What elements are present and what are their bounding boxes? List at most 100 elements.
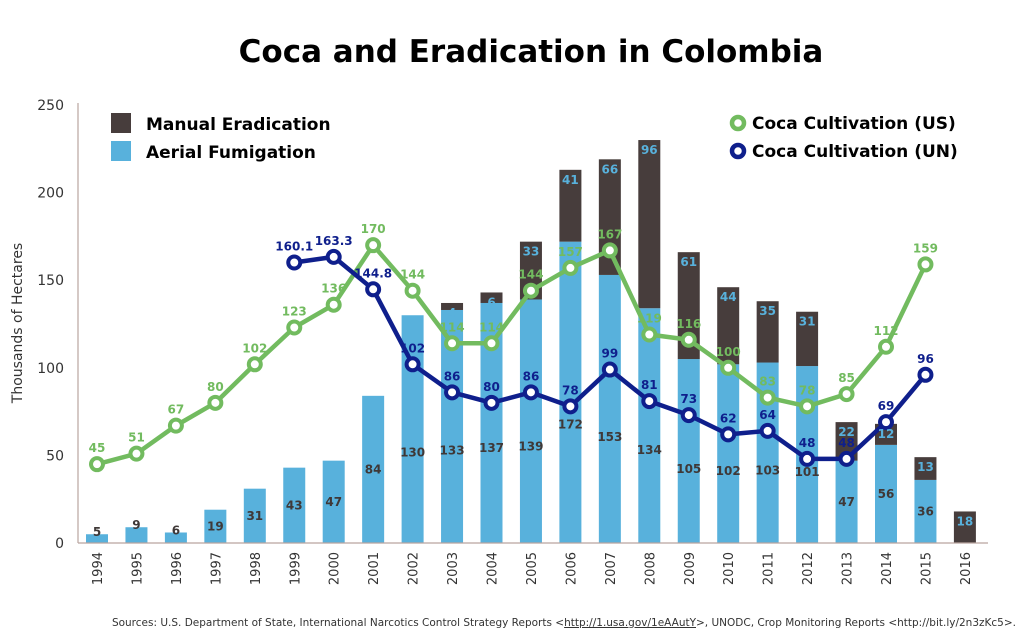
source-link-state[interactable]: http://1.usa.gov/1eAAutY [564,617,696,629]
bar-label-aerial: 9 [132,518,140,532]
bar-aerial-fumigation [401,315,424,543]
us-point-label: 114 [479,320,504,334]
us-point-label: 83 [759,375,776,389]
lines [89,237,934,473]
x-tick-label: 2010 [722,552,737,585]
bar-label-manual: 44 [720,290,737,304]
un-cultivation-point [444,384,461,401]
bar-manual-eradication [796,311,819,367]
y-tick-label: 250 [37,98,64,114]
bar-manual-eradication [638,140,661,309]
us-cultivation-point [128,445,145,462]
un-cultivation-point [641,393,658,410]
us-cultivation-point [878,338,894,355]
bar-label-manual: 66 [601,162,618,176]
un-point-label: 69 [878,399,895,413]
un-cultivation-point [601,361,618,378]
bar-aerial-fumigation [875,444,897,543]
bar-label-manual: 22 [838,425,855,439]
x-axis-ticks: 1994 1995 1996 1997 1998 1999 2000 2001 2002 2003… [91,552,974,585]
bar-aerial-fumigation [243,488,266,543]
us-cultivation-point [483,335,500,352]
us-point-label: 114 [440,320,465,334]
bar-aerial-fumigation [559,241,582,543]
us-point-label: 116 [676,317,701,331]
us-cultivation-point [917,256,934,273]
us-cultivation-point [365,237,382,254]
y-tick-label: 50 [46,448,64,464]
un-cultivation-point [838,450,855,467]
bar-label-manual: 4 [448,306,456,320]
un-cultivation-point [325,248,342,265]
x-tick-label: 2003 [446,552,461,585]
un-point-label: 160.1 [275,240,313,254]
un-cultivation-point [799,450,816,467]
us-point-label: 157 [558,245,583,259]
bar-aerial-fumigation [164,532,187,543]
un-cultivation-point [878,414,894,431]
bar-aerial-fumigation [362,395,385,543]
un-cultivation-point [483,394,500,411]
legend-label-aerial: Aerial Fumigation [146,143,316,163]
un-point-label: 62 [720,411,737,425]
y-tick-label: 0 [55,536,64,552]
us-point-label: 136 [321,282,346,296]
bar-label-manual: 33 [523,245,540,259]
bar-aerial-fumigation [283,467,306,543]
bar-label-aerial: 47 [838,495,855,509]
bar-label-aerial: 19 [207,519,224,533]
bar-aerial-fumigation [914,479,937,543]
bar-manual-eradication [677,252,700,360]
bar-label-aerial: 102 [716,464,741,478]
chart-title: Coca and Eradication in Colombia [239,34,824,70]
legend-label-un: Coca Cultivation (UN) [752,142,958,162]
bar-label-manual: 31 [799,315,816,329]
un-cultivation-point [562,398,579,415]
x-tick-label: 1999 [288,552,303,585]
x-tick-label: 2002 [407,552,422,585]
un-cultivation-point [404,356,421,373]
bar-label-manual: 13 [917,460,934,474]
us-point-label: 167 [597,227,622,241]
us-point-label: 51 [128,431,145,445]
x-tick-label: 2008 [643,552,658,585]
bar-aerial-fumigation [598,274,621,543]
us-point-label: 78 [799,383,816,397]
un-point-label: 81 [641,378,658,392]
bar-label-aerial: 134 [637,443,662,457]
bar-manual-eradication [717,287,740,365]
un-point-label: 102 [400,341,425,355]
bar-manual-eradication [953,511,976,543]
un-point-label: 64 [759,408,776,422]
us-cultivation-point [167,417,184,434]
x-tick-label: 1997 [209,552,224,585]
us-cultivation-point [562,259,579,276]
bar-label-aerial: 5 [93,525,101,539]
bar-aerial-fumigation [717,364,740,543]
us-point-label: 102 [242,341,267,355]
us-point-label: 144 [518,268,543,282]
un-point-label: 48 [838,436,855,450]
us-cultivation-point [286,319,303,336]
x-tick-label: 2016 [959,552,974,585]
bar-label-aerial: 139 [518,439,543,453]
x-tick-label: 2012 [801,552,816,585]
bar-manual-eradication [756,301,779,363]
un-point-label: 86 [523,369,540,383]
us-point-label: 119 [637,312,662,326]
bar-aerial-fumigation [638,308,661,543]
y-axis-label: Thousands of Hectares [10,243,26,404]
us-cultivation-point [89,456,105,473]
bar-aerial-fumigation [519,299,542,543]
un-point-label: 86 [444,369,461,383]
y-tick-label: 100 [37,361,64,377]
x-tick-label: 2006 [564,552,579,585]
y-tick-label: 200 [37,186,64,202]
us-cultivation-point [799,398,816,415]
x-tick-label: 2013 [841,552,856,585]
bar-manual-eradication [441,302,464,310]
us-cultivation-point [207,394,224,411]
bar-label-aerial: 137 [479,441,504,455]
